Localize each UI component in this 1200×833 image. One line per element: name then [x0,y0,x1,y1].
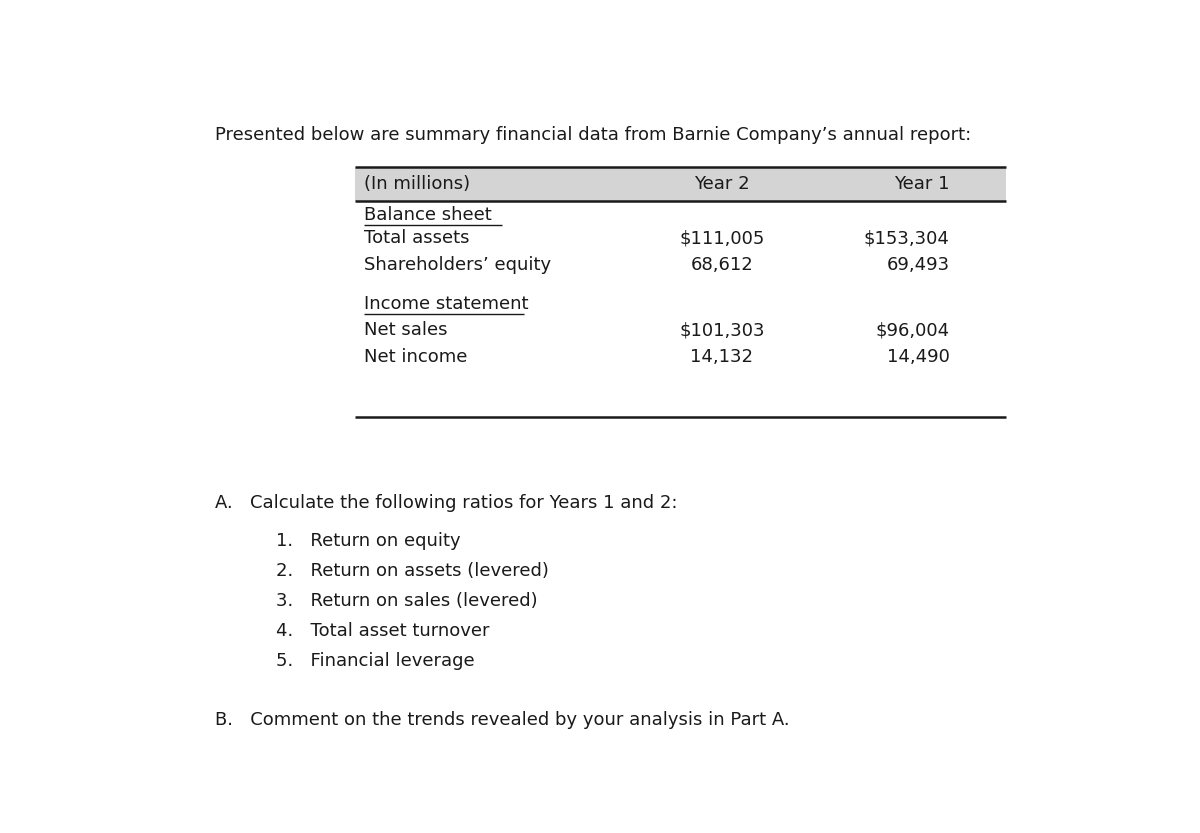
Text: $153,304: $153,304 [864,229,950,247]
Text: $101,303: $101,303 [679,321,764,339]
Text: (In millions): (In millions) [364,175,470,193]
Text: Year 1: Year 1 [894,175,950,193]
Text: 69,493: 69,493 [887,256,950,274]
Text: 4.   Total asset turnover: 4. Total asset turnover [276,622,490,640]
Text: Net income: Net income [364,347,467,366]
Text: Year 2: Year 2 [694,175,750,193]
Text: 1.   Return on equity: 1. Return on equity [276,531,460,550]
Text: 2.   Return on assets (levered): 2. Return on assets (levered) [276,561,548,580]
Text: Income statement: Income statement [364,295,528,313]
Text: Net sales: Net sales [364,321,448,339]
Bar [355,167,1006,201]
Text: 14,132: 14,132 [690,347,754,366]
Text: A.   Calculate the following ratios for Years 1 and 2:: A. Calculate the following ratios for Ye… [215,495,678,512]
Text: 68,612: 68,612 [690,256,754,274]
Text: 3.   Return on sales (levered): 3. Return on sales (levered) [276,592,538,610]
Text: 5.   Financial leverage: 5. Financial leverage [276,652,474,671]
Text: Total assets: Total assets [364,229,469,247]
Text: $111,005: $111,005 [679,229,764,247]
Text: B.   Comment on the trends revealed by your analysis in Part A.: B. Comment on the trends revealed by you… [215,711,790,729]
Text: $96,004: $96,004 [876,321,950,339]
Text: Balance sheet: Balance sheet [364,206,492,224]
Text: 14,490: 14,490 [887,347,950,366]
Text: Presented below are summary financial data from Barnie Company’s annual report:: Presented below are summary financial da… [215,126,971,143]
Text: Shareholders’ equity: Shareholders’ equity [364,256,551,274]
